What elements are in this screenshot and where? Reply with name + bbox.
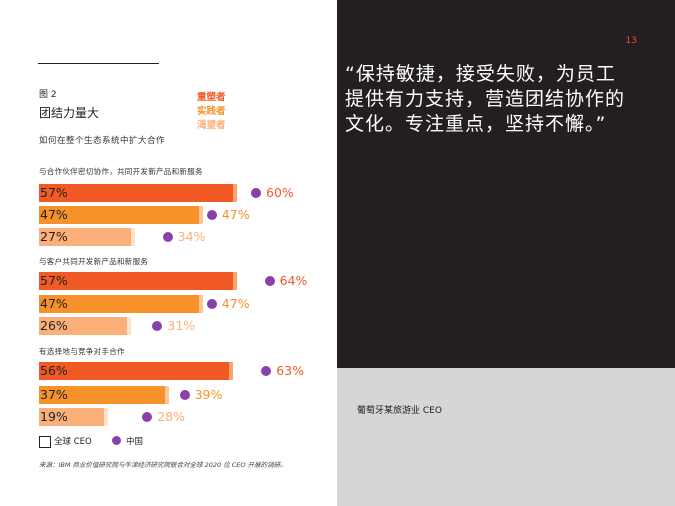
china-value-label: 39% (194, 387, 223, 402)
bar: 57% (39, 184, 237, 202)
china-dot (152, 321, 163, 331)
figure-panel: 图 2 团结力量大 重塑者实践者渴望者 如何在整个生态系统中扩大合作 与合作伙伴… (0, 0, 337, 506)
bar-value-label: 27% (40, 229, 68, 244)
china-dot (206, 210, 217, 220)
china-dot (261, 366, 272, 376)
page-number: 13 (625, 36, 637, 46)
quote-panel: 13 (337, 0, 675, 368)
legend-china-dot (112, 436, 121, 445)
china-value-label: 47% (221, 296, 250, 311)
china-value-label: 63% (276, 363, 304, 378)
china-value-label: 60% (266, 185, 294, 200)
china-dot (142, 412, 153, 422)
bar-global-ceo (39, 362, 230, 380)
attribution-panel (337, 368, 675, 506)
china-value-label: 28% (157, 409, 185, 424)
china-dot (179, 390, 190, 400)
bar-global-ceo (39, 184, 233, 202)
top-rule (38, 63, 159, 64)
tier-legend-label: 渴望者 (197, 120, 226, 131)
bar: 37% (39, 386, 169, 404)
bar-value-label: 56% (40, 363, 68, 378)
section-label: 与合作伙伴密切协作，共同开发新产品和新服务 (39, 167, 203, 176)
bar: 27% (39, 228, 135, 246)
section-label: 有选择地与竞争对手合作 (39, 347, 125, 356)
tier-legend-label: 重塑者 (197, 92, 226, 103)
legend-china-label: 中国 (126, 437, 144, 447)
bar-value-label: 47% (40, 296, 68, 311)
bar: 19% (39, 408, 108, 426)
bar-global-ceo (39, 295, 199, 313)
bar-value-label: 47% (40, 207, 68, 222)
china-dot (206, 299, 217, 309)
bar: 47% (39, 206, 203, 224)
china-dot (264, 276, 275, 286)
bar-global-ceo (39, 228, 131, 246)
bar-value-label: 57% (40, 185, 68, 200)
china-value-label: 47% (221, 207, 250, 222)
china-dot (162, 232, 173, 242)
bar-global-ceo (39, 386, 165, 404)
quote-text: “保持敏捷，接受失败，为员工提供有力支持，营造团结协作的文化。专注重点，坚持不懈… (345, 63, 626, 135)
figure-title: 团结力量大 (39, 106, 100, 120)
bar-value-label: 26% (40, 318, 68, 333)
section-label: 与客户共同开发新产品和新服务 (39, 257, 149, 266)
figure-number: 图 2 (39, 90, 57, 100)
bar: 56% (39, 362, 234, 380)
china-dot (251, 188, 261, 198)
china-value-label: 31% (167, 318, 196, 333)
bar: 26% (39, 317, 132, 335)
figure-subtitle: 如何在整个生态系统中扩大合作 (39, 136, 166, 146)
bar-global-ceo (39, 408, 104, 426)
bar: 47% (39, 295, 203, 313)
bar-global-ceo (39, 206, 199, 224)
china-value-label: 64% (279, 273, 308, 288)
legend-global-label: 全球 CEO (54, 437, 92, 447)
bar-global-ceo (39, 272, 233, 290)
quote-attribution: 葡萄牙某旅游业 CEO (357, 406, 442, 416)
legend-global-swatch (39, 436, 51, 448)
bar: 57% (39, 272, 237, 290)
tier-legend-label: 实践者 (197, 106, 226, 117)
bar-global-ceo (39, 317, 128, 335)
source-note: 来源：IBM 商业价值研究院与牛津经济研究院联合对全球 2020 位 CEO 开… (39, 461, 287, 469)
bar-value-label: 37% (40, 387, 68, 402)
china-value-label: 34% (177, 229, 206, 244)
bar-value-label: 19% (40, 409, 68, 424)
bar-value-label: 57% (40, 273, 68, 288)
